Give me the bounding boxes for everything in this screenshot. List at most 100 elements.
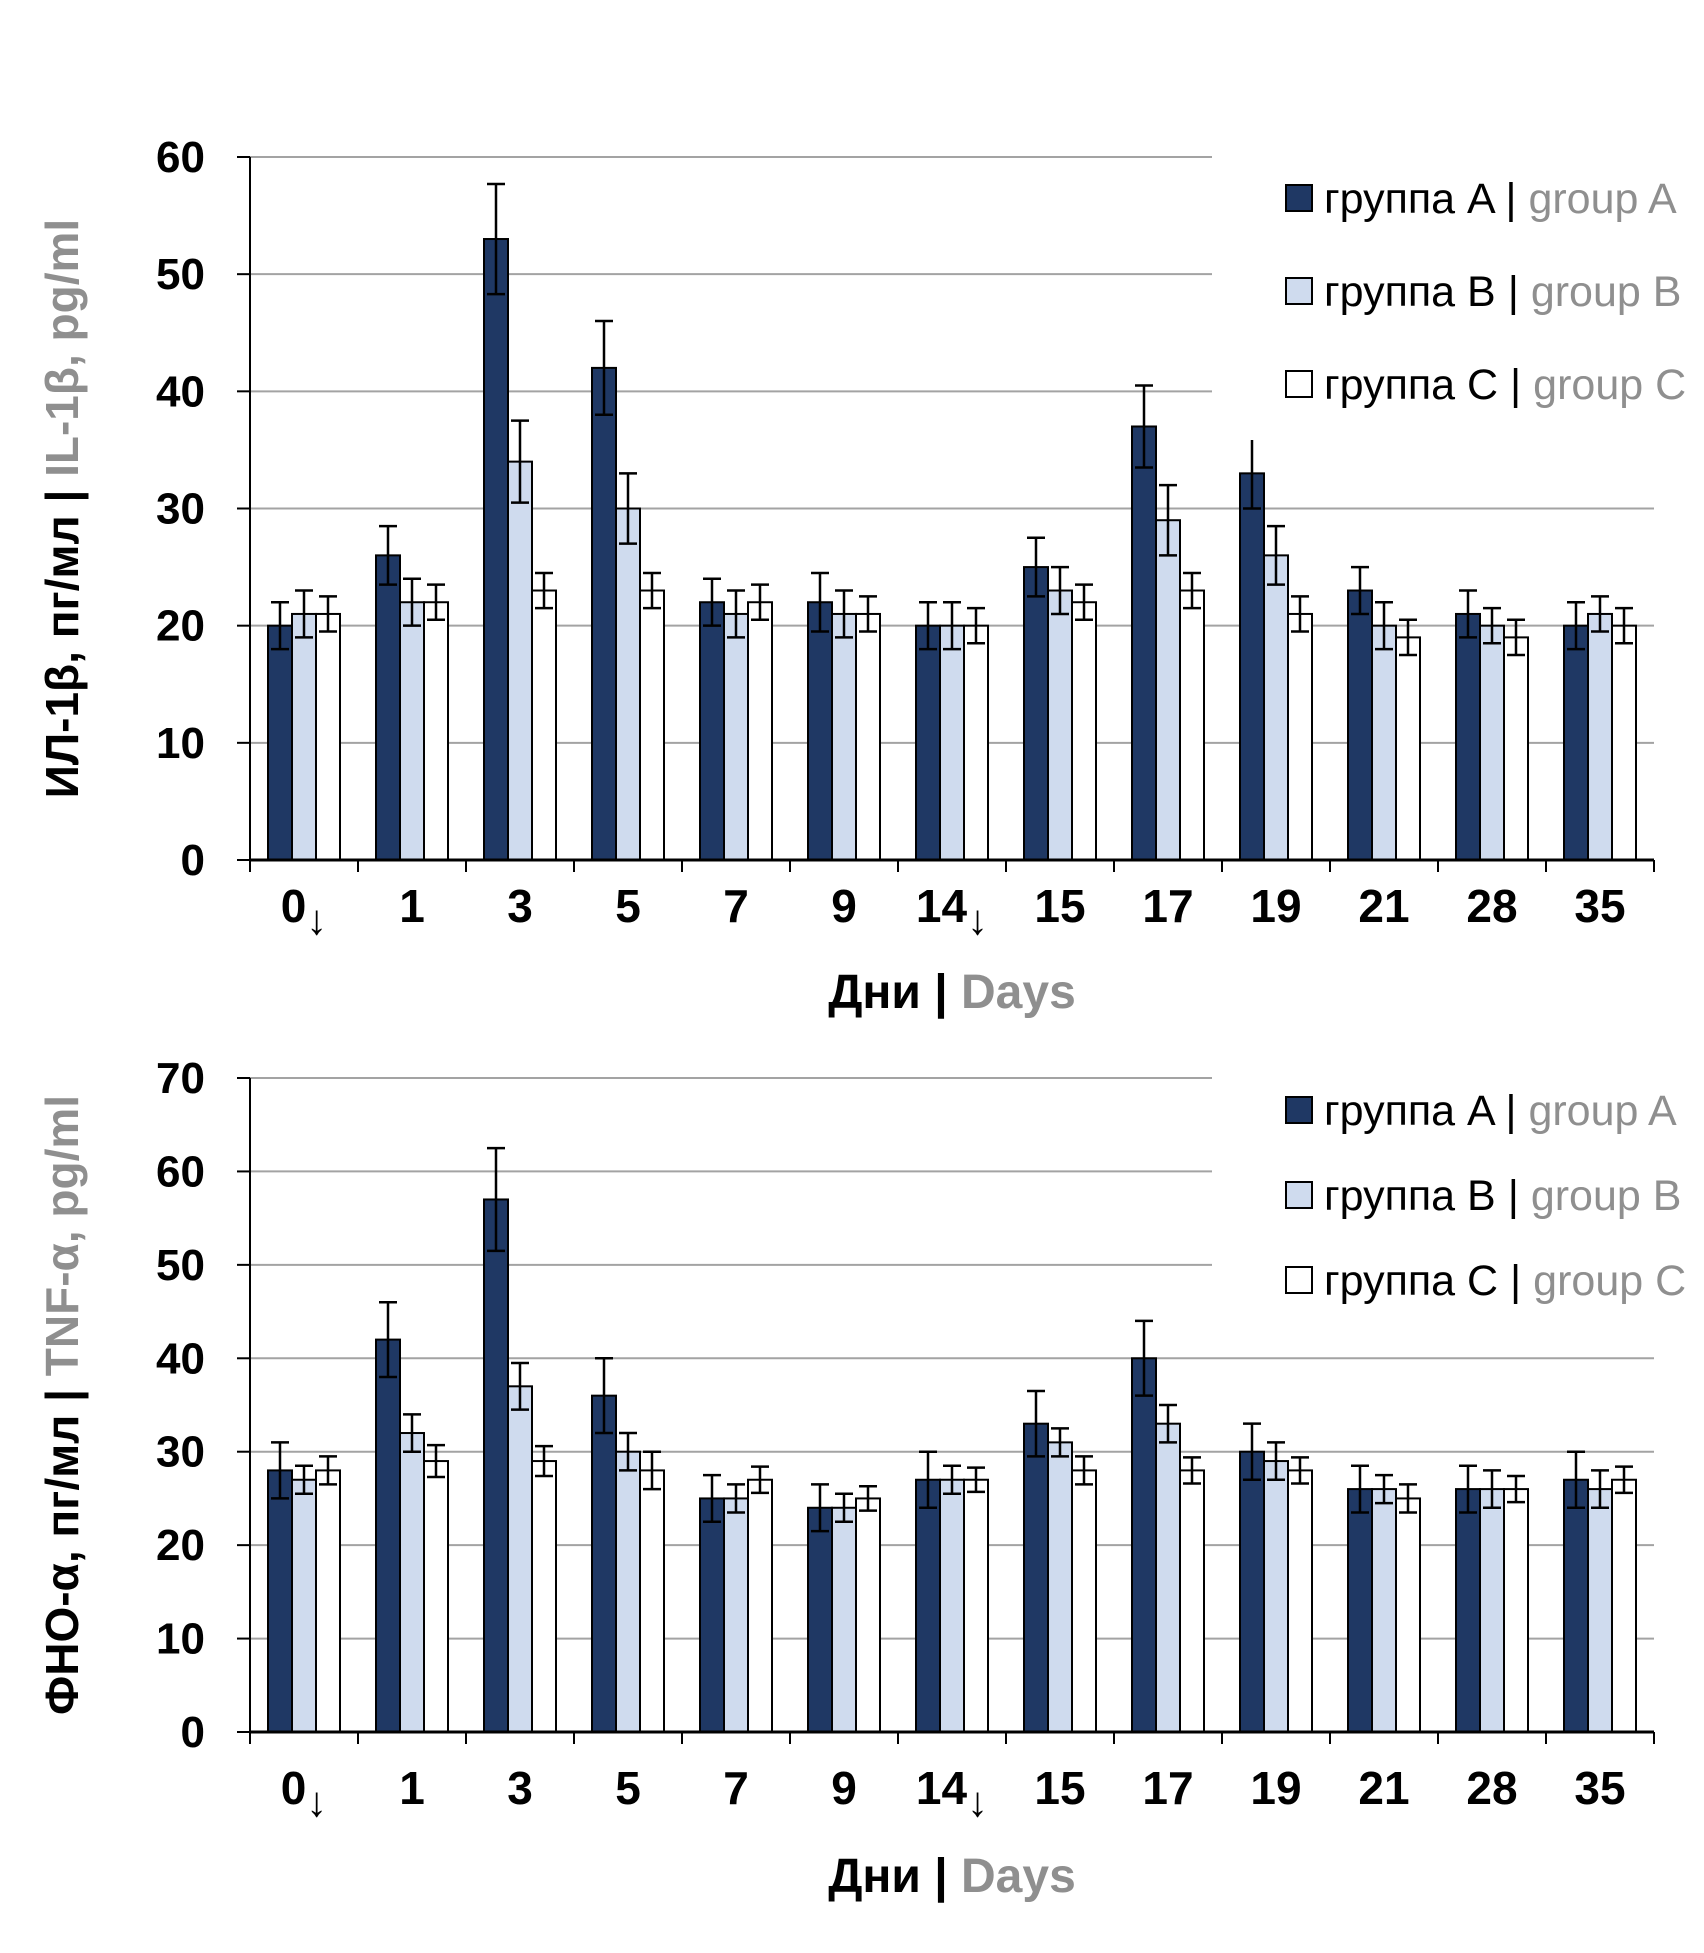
- error-bar: [427, 1443, 445, 1479]
- bar-tnfa-group-A-day-5: [591, 1394, 617, 1733]
- error-bar: [703, 577, 721, 627]
- x-category-label: 19: [1250, 1762, 1301, 1814]
- bar-tnfa-group-B-day-19: [1263, 1460, 1289, 1733]
- bar-il1b-group-A-day-35: [1563, 624, 1589, 862]
- bar-tnfa-group-A-day-0: [267, 1469, 293, 1734]
- x-category-label: 19: [1250, 880, 1301, 932]
- y-tick-label: 70: [156, 1054, 205, 1103]
- bar-tnfa-group-A-day-9: [807, 1506, 833, 1734]
- bar-il1b-group-B-day-19: [1263, 554, 1289, 861]
- x-category-label: 0↓: [281, 880, 328, 943]
- error-bar: [1375, 600, 1393, 651]
- error-bar: [967, 606, 985, 645]
- bar-il1b-group-B-day-0: [291, 612, 317, 862]
- x-category-label: 3: [507, 880, 533, 932]
- bar-tnfa-group-A-day-7: [699, 1497, 725, 1734]
- bar-il1b-group-A-day-9: [807, 601, 833, 861]
- bar-tnfa-group-C-day-19: [1287, 1469, 1313, 1734]
- y-tick-label: 20: [156, 1521, 205, 1570]
- legend-swatch-group-C: [1285, 1266, 1313, 1294]
- error-bar: [403, 577, 421, 627]
- legend-label-group-C: группа C | group C: [1324, 1257, 1686, 1305]
- legend-label-group-A: группа A | group A: [1324, 1087, 1677, 1135]
- error-bar: [1075, 583, 1093, 622]
- error-bar: [379, 524, 397, 586]
- error-bar: [1399, 618, 1417, 657]
- x-category-label: 7: [723, 880, 749, 932]
- bar-il1b-group-C-day-21: [1395, 636, 1421, 862]
- bar-il1b-group-C-day-14: [963, 624, 989, 862]
- error-bar: [1483, 606, 1501, 645]
- bar-tnfa-group-C-day-17: [1179, 1469, 1205, 1734]
- x-category-label: 1: [399, 1762, 425, 1814]
- bar-tnfa-group-A-day-21: [1347, 1488, 1373, 1733]
- error-bar: [1291, 1456, 1309, 1485]
- x-category-label: 7: [723, 1762, 749, 1814]
- bar-tnfa-group-B-day-21: [1371, 1488, 1397, 1733]
- y-tick-label: 60: [156, 1147, 205, 1196]
- error-bar: [1159, 1403, 1177, 1444]
- x-category-label: 28: [1466, 1762, 1517, 1814]
- bar-il1b-group-C-day-0: [315, 612, 341, 862]
- x-category-label: 35: [1574, 880, 1625, 932]
- legend-label-group-A: группа A | group A: [1324, 175, 1677, 223]
- x-category-label: 1: [399, 880, 425, 932]
- error-bar: [943, 600, 961, 651]
- x-category-label: 14↓: [916, 1762, 988, 1825]
- y-tick-label: 50: [156, 1241, 205, 1290]
- legend-swatch-group-C: [1285, 370, 1313, 398]
- error-bar: [811, 571, 829, 633]
- bar-il1b-group-A-day-1: [375, 554, 401, 861]
- error-bar: [271, 1441, 289, 1500]
- error-bar: [319, 595, 337, 633]
- bar-tnfa-group-A-day-15: [1023, 1422, 1049, 1733]
- x-category-label: 28: [1466, 880, 1517, 932]
- bar-tnfa-group-A-day-1: [375, 1338, 401, 1733]
- y-tick-label: 40: [156, 367, 205, 416]
- bar-il1b-group-C-day-7: [747, 601, 773, 861]
- error-bar: [1135, 1319, 1153, 1397]
- x-category-label: 21: [1358, 880, 1409, 932]
- error-bar: [1375, 1473, 1393, 1505]
- error-bar: [319, 1455, 337, 1486]
- error-bar: [919, 600, 937, 651]
- x-category-label: 21: [1358, 1762, 1409, 1814]
- x-category-label: 9: [831, 880, 857, 932]
- error-bar: [295, 589, 313, 639]
- error-bar: [1243, 1422, 1261, 1481]
- bar-tnfa-group-B-day-0: [291, 1478, 317, 1733]
- bar-tnfa-group-C-day-1: [423, 1460, 449, 1733]
- error-bar: [1483, 1469, 1501, 1510]
- error-bar: [643, 1450, 661, 1491]
- bar-tnfa-group-B-day-3: [507, 1385, 533, 1734]
- bar-tnfa-group-B-day-28: [1479, 1488, 1505, 1733]
- y-tick-label: 60: [156, 133, 205, 182]
- error-bar: [1507, 618, 1525, 657]
- legend-swatch-group-B: [1285, 277, 1313, 305]
- y-tick-label: 50: [156, 250, 205, 299]
- bar-il1b-group-C-day-3: [531, 589, 557, 861]
- bar-il1b-group-A-day-28: [1455, 612, 1481, 862]
- error-bar: [1051, 565, 1069, 616]
- bar-tnfa-group-A-day-17: [1131, 1357, 1157, 1734]
- error-bar: [295, 1464, 313, 1496]
- error-bar: [943, 1464, 961, 1496]
- y-axis-title: ИЛ-1β, пг/мл | IL-1β, pg/ml: [36, 219, 88, 798]
- bar-tnfa-group-B-day-14: [939, 1478, 965, 1733]
- bar-il1b-group-B-day-9: [831, 612, 857, 862]
- error-bar: [1351, 565, 1369, 616]
- bar-il1b-group-A-day-21: [1347, 589, 1373, 861]
- bar-tnfa-group-C-day-14: [963, 1478, 989, 1733]
- error-bar: [1351, 1464, 1369, 1514]
- error-bar: [643, 571, 661, 610]
- bar-il1b-group-B-day-17: [1155, 519, 1181, 861]
- bar-tnfa-group-C-day-28: [1503, 1488, 1529, 1733]
- y-axis-title: ФНО-α, пг/мл | TNF-α, pg/ml: [36, 1095, 88, 1715]
- bar-il1b-group-A-day-17: [1131, 425, 1157, 861]
- bar-il1b-group-A-day-14: [915, 624, 941, 862]
- bar-tnfa-group-A-day-19: [1239, 1450, 1265, 1733]
- legend-swatch-group-A: [1285, 184, 1313, 212]
